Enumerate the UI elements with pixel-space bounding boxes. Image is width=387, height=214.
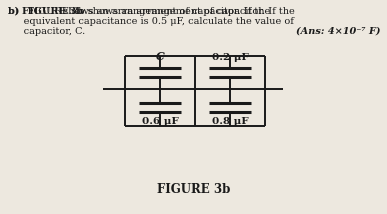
Text: equivalent capacitance is 0.5 μF, calculate the value of: equivalent capacitance is 0.5 μF, calcul… — [8, 17, 294, 26]
Text: 0.6 μF: 0.6 μF — [142, 117, 178, 126]
Text: capacitor, C.: capacitor, C. — [8, 27, 85, 36]
Text: FIGURE 3b: FIGURE 3b — [22, 7, 83, 16]
Text: (Ans: 4×10⁻⁷ F): (Ans: 4×10⁻⁷ F) — [296, 27, 380, 36]
Text: b): b) — [8, 7, 26, 16]
Text: b)   FIGURE 3b shows an arrangement of capacitor. If the: b) FIGURE 3b shows an arrangement of cap… — [8, 7, 295, 16]
Text: FIGURE 3b: FIGURE 3b — [157, 183, 231, 196]
Text: 0.8 μF: 0.8 μF — [212, 117, 248, 126]
Text: C: C — [156, 51, 164, 62]
Text: 0.2 μF: 0.2 μF — [212, 53, 248, 62]
Text: shows an arrangement of capacitor. If the: shows an arrangement of capacitor. If th… — [60, 7, 270, 16]
